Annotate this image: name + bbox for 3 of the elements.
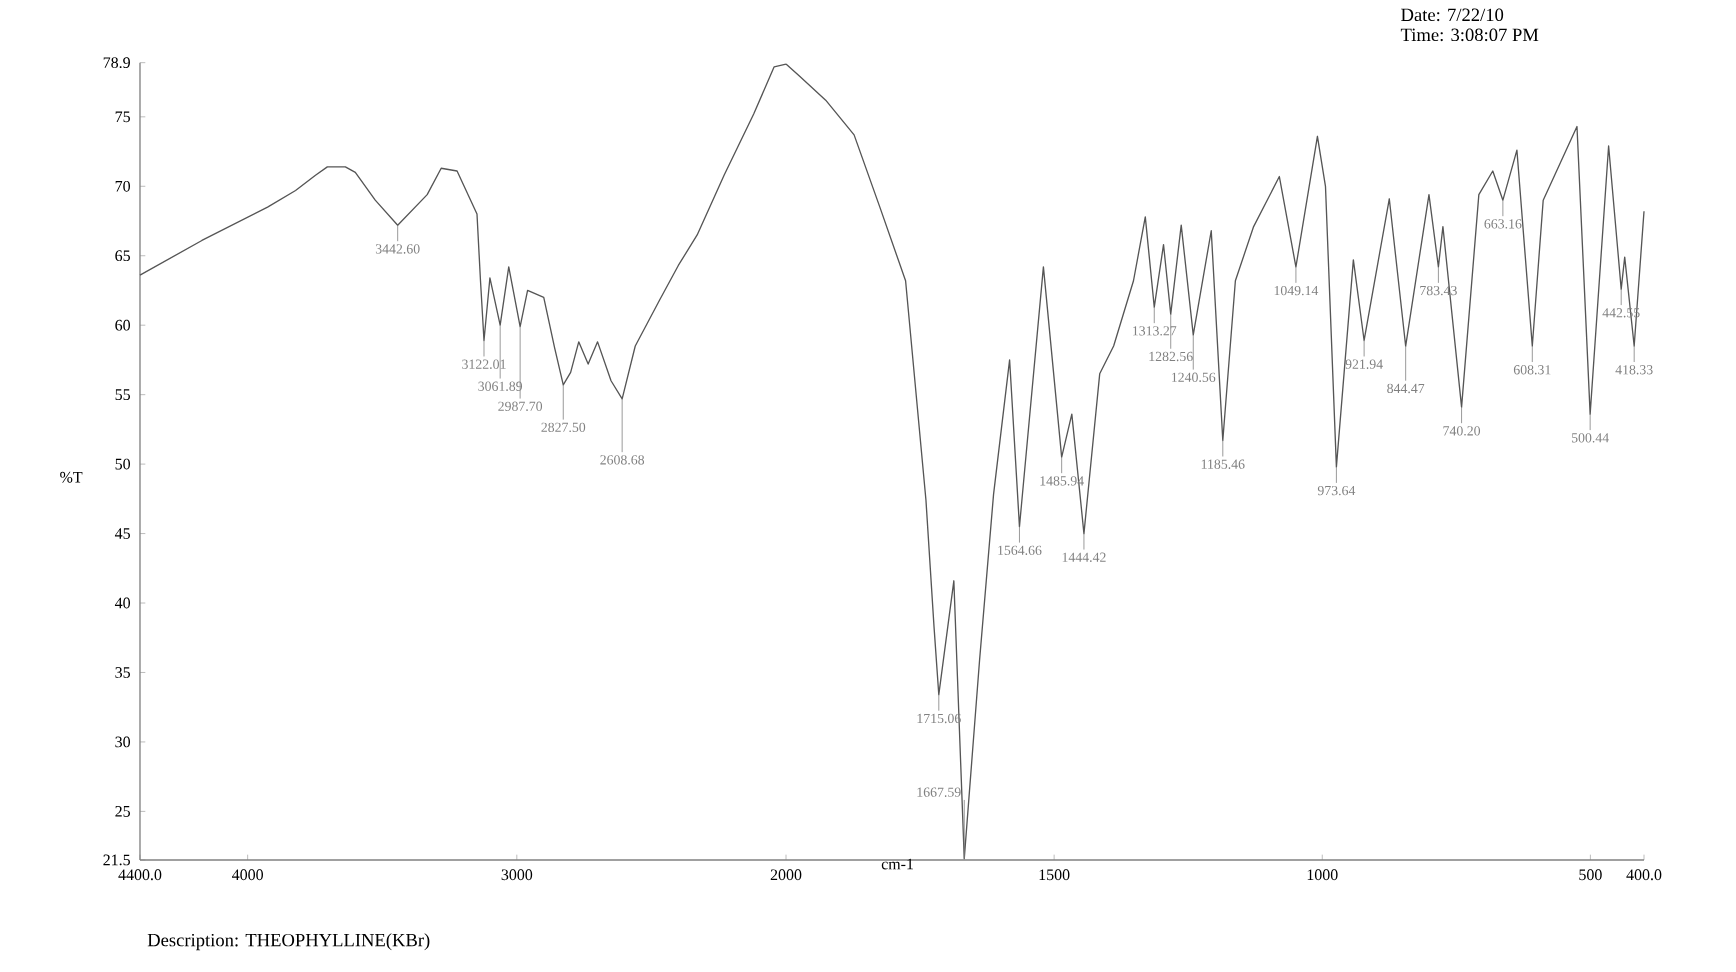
text: Description: THEOPHYLLINE(KBr) <box>147 933 430 951</box>
text: Date: 7/22/10 <box>1401 8 1504 22</box>
text: Time: 3:08:07 PM <box>1400 28 1539 42</box>
